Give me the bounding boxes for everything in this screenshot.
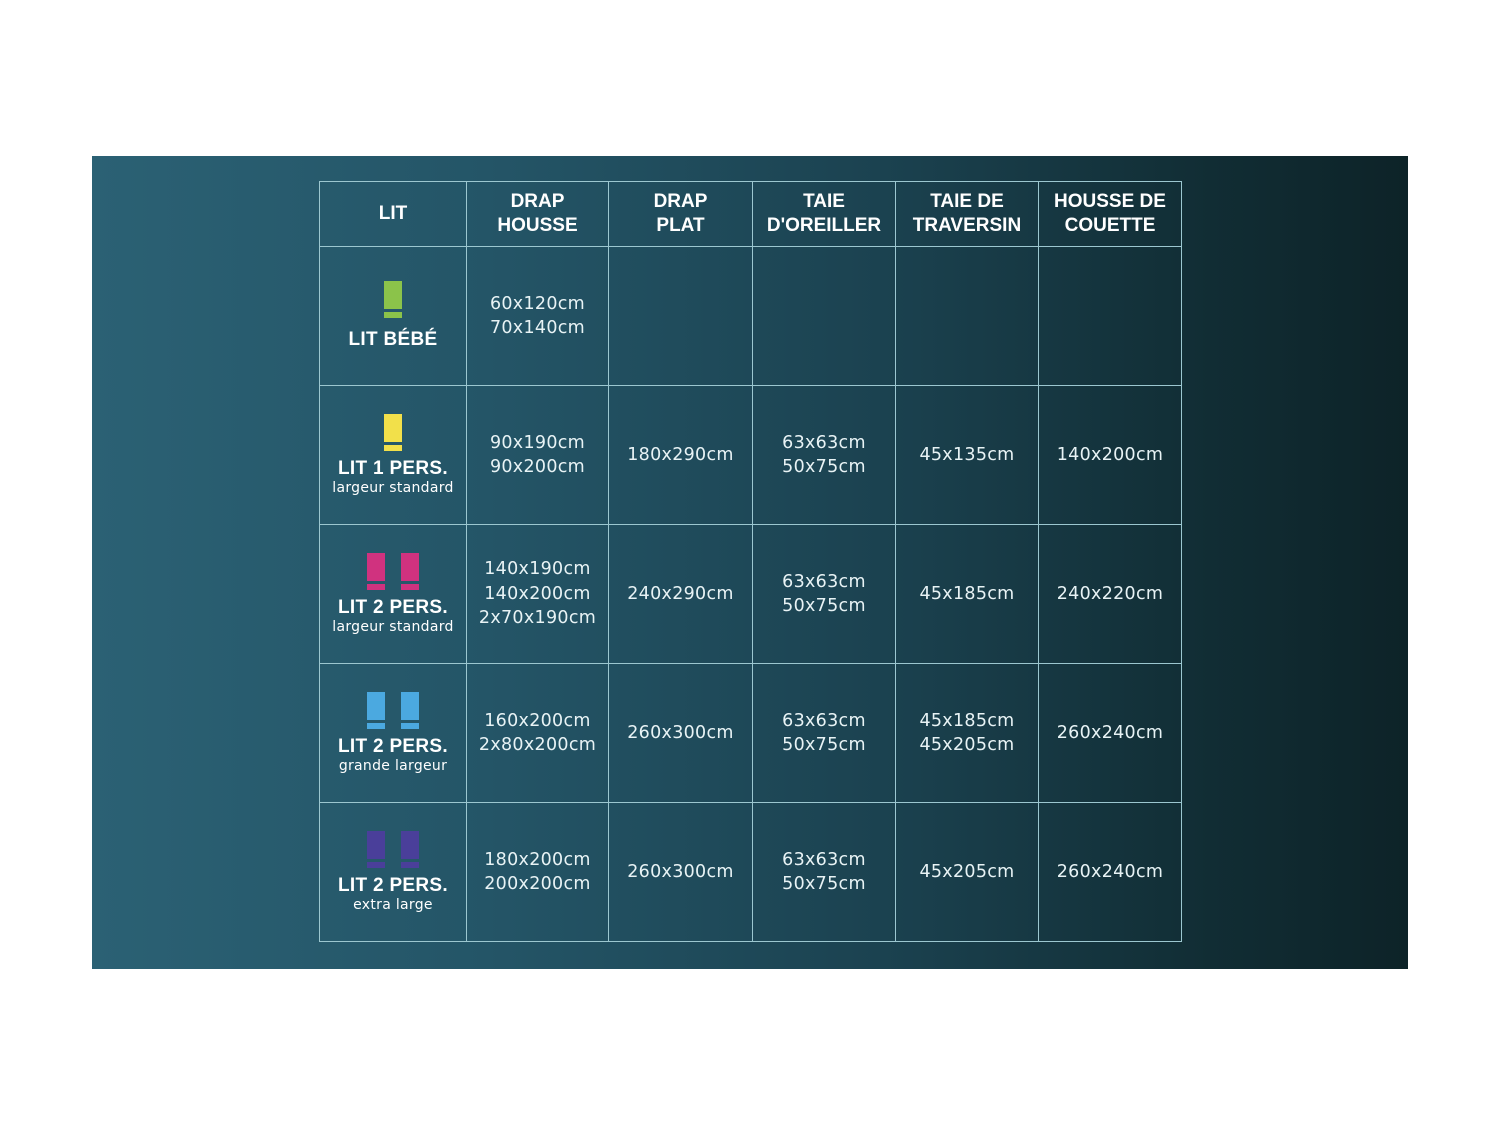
bed-type-label: LIT BÉBÉ: [348, 329, 438, 350]
size-cell: [1038, 246, 1182, 386]
header-row: LIT DRAP HOUSSE DRAP PLAT TAIE D'OREILLER TA…: [319, 181, 1182, 247]
size-cell: [608, 246, 753, 386]
bed-type-cell: LIT BÉBÉ: [319, 246, 467, 386]
size-cell: 180x200cm 200x200cm: [466, 802, 609, 942]
bed-icon: [384, 414, 402, 452]
size-cell: 240x220cm: [1038, 524, 1182, 664]
size-cell: 260x300cm: [608, 663, 753, 803]
size-cell: 63x63cm 50x75cm: [752, 663, 896, 803]
bed-width-label: grande largeur: [338, 758, 448, 774]
size-cell: 240x290cm: [608, 524, 753, 664]
bed-type-cell: LIT 1 PERS. largeur standard: [319, 385, 467, 525]
bed-icon: [367, 692, 385, 730]
size-cell: 90x190cm 90x200cm: [466, 385, 609, 525]
bed-icon: [367, 553, 385, 591]
size-cell: 140x200cm: [1038, 385, 1182, 525]
table-row: LIT 1 PERS. largeur standard 90x190cm 90x2…: [319, 385, 1182, 525]
bed-icon: [401, 553, 419, 591]
bed-type-cell: LIT 2 PERS. largeur standard: [319, 524, 467, 664]
table-row: LIT 2 PERS. grande largeur 160x200cm 2x80x…: [319, 663, 1182, 803]
column-header: DRAP HOUSSE: [466, 181, 609, 247]
bed-icon: [384, 281, 402, 319]
bed-width-label: extra large: [353, 897, 433, 913]
bed-icon: [367, 831, 385, 869]
bed-width-label: largeur standard: [332, 480, 454, 496]
column-header: DRAP PLAT: [608, 181, 753, 247]
table-row: LIT BÉBÉ 60x120cm 70x140cm: [319, 246, 1182, 386]
bed-type-label: LIT 2 PERS.: [338, 597, 448, 618]
size-cell: 45x185cm: [895, 524, 1039, 664]
size-cell: 260x240cm: [1038, 802, 1182, 942]
size-cell: 60x120cm 70x140cm: [466, 246, 609, 386]
bed-type-label: LIT 2 PERS.: [338, 736, 448, 757]
bed-type-cell: LIT 2 PERS. extra large: [319, 802, 467, 942]
size-cell: 180x290cm: [608, 385, 753, 525]
size-cell: 160x200cm 2x80x200cm: [466, 663, 609, 803]
bed-icons: [320, 692, 466, 730]
column-header: TAIE D'OREILLER: [752, 181, 896, 247]
bed-icon: [401, 831, 419, 869]
column-header: HOUSSE DE COUETTE: [1038, 181, 1182, 247]
size-cell: 63x63cm 50x75cm: [752, 524, 896, 664]
size-cell: 140x190cm 140x200cm 2x70x190cm: [466, 524, 609, 664]
table-row: LIT 2 PERS. largeur standard 140x190cm 140…: [319, 524, 1182, 664]
bed-icons: [320, 414, 466, 452]
size-cell: [752, 246, 896, 386]
bed-type-label: LIT 1 PERS.: [338, 458, 448, 479]
bed-icons: [320, 553, 466, 591]
size-cell: 45x135cm: [895, 385, 1039, 525]
size-cell: 63x63cm 50x75cm: [752, 802, 896, 942]
bed-linen-size-table: LIT DRAP HOUSSE DRAP PLAT TAIE D'OREILLER TA…: [319, 181, 1182, 942]
bed-width-label: largeur standard: [332, 619, 454, 635]
size-cell: 260x240cm: [1038, 663, 1182, 803]
bed-icon: [401, 692, 419, 730]
bed-icons: [320, 831, 466, 869]
size-cell: 260x300cm: [608, 802, 753, 942]
size-cell: 45x185cm 45x205cm: [895, 663, 1039, 803]
table-row: LIT 2 PERS. extra large 180x200cm 200x200c…: [319, 802, 1182, 942]
bed-icons: [320, 281, 466, 319]
column-header: TAIE DE TRAVERSIN: [895, 181, 1039, 247]
bed-type-label: LIT 2 PERS.: [338, 875, 448, 896]
size-cell: 63x63cm 50x75cm: [752, 385, 896, 525]
column-header: LIT: [319, 181, 467, 247]
size-cell: 45x205cm: [895, 802, 1039, 942]
size-cell: [895, 246, 1039, 386]
bed-size-panel: LIT DRAP HOUSSE DRAP PLAT TAIE D'OREILLER TA…: [92, 156, 1408, 969]
bed-type-cell: LIT 2 PERS. grande largeur: [319, 663, 467, 803]
